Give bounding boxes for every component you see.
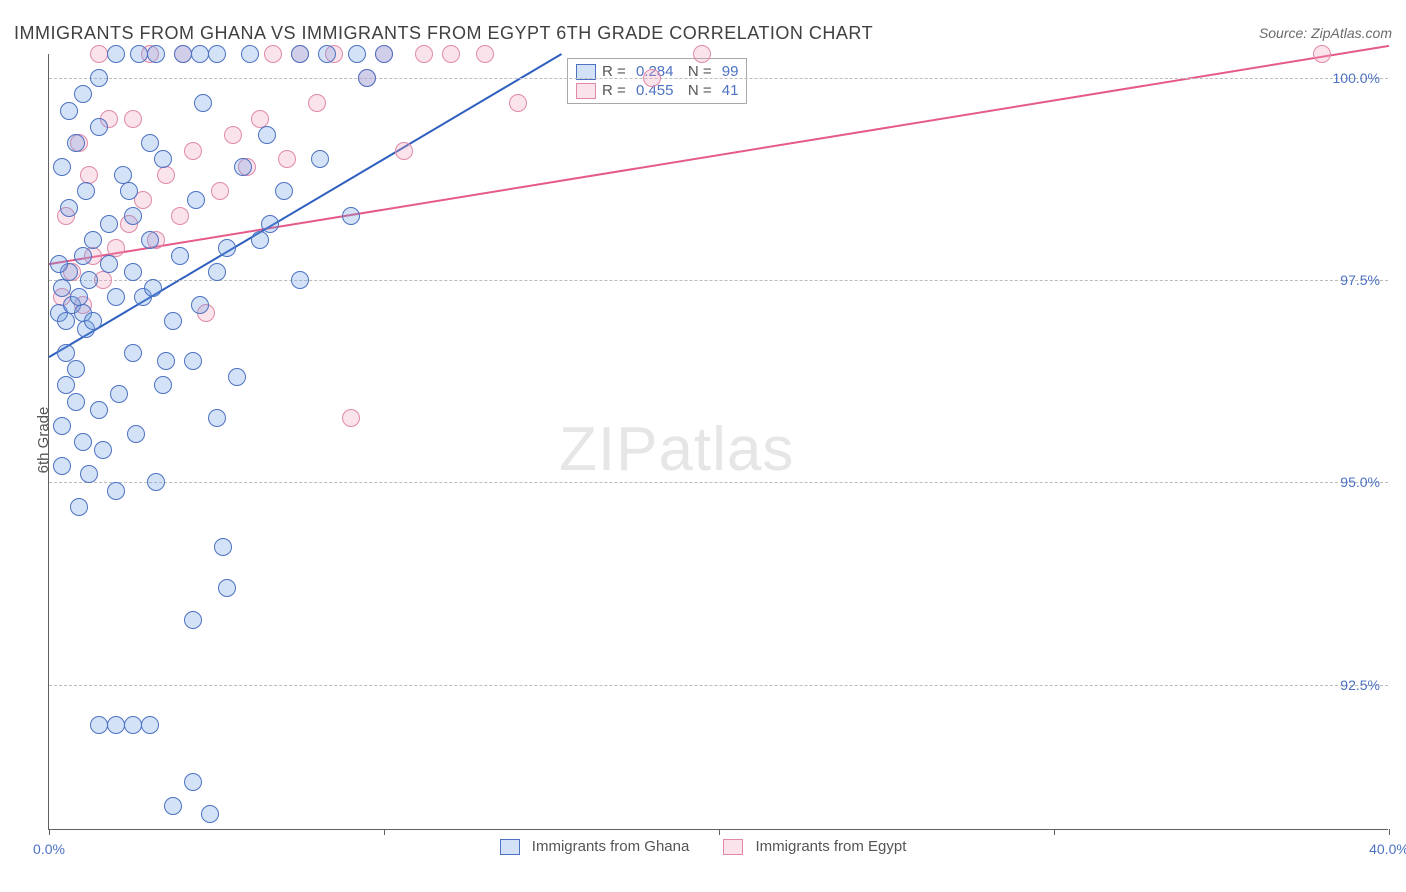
point-ghana <box>70 498 88 516</box>
point-ghana <box>94 441 112 459</box>
point-ghana <box>194 94 212 112</box>
point-ghana <box>342 207 360 225</box>
point-egypt <box>342 409 360 427</box>
point-ghana <box>57 312 75 330</box>
point-ghana <box>90 401 108 419</box>
point-egypt <box>308 94 326 112</box>
point-egypt <box>224 126 242 144</box>
chart-title: IMMIGRANTS FROM GHANA VS IMMIGRANTS FROM… <box>14 23 873 44</box>
x-tick <box>49 829 50 835</box>
point-ghana <box>275 182 293 200</box>
x-tick <box>384 829 385 835</box>
y-tick-label: 95.0% <box>1340 474 1380 490</box>
y-tick-label: 92.5% <box>1340 677 1380 693</box>
point-ghana <box>60 199 78 217</box>
point-ghana <box>208 263 226 281</box>
point-ghana <box>74 85 92 103</box>
x-tick <box>1054 829 1055 835</box>
point-ghana <box>164 312 182 330</box>
point-ghana <box>251 231 269 249</box>
point-ghana <box>261 215 279 233</box>
point-egypt <box>171 207 189 225</box>
point-ghana <box>84 231 102 249</box>
point-ghana <box>57 344 75 362</box>
x-tick <box>719 829 720 835</box>
gridline <box>49 685 1388 686</box>
point-ghana <box>184 773 202 791</box>
point-ghana <box>67 360 85 378</box>
point-ghana <box>187 191 205 209</box>
point-ghana <box>258 126 276 144</box>
point-ghana <box>127 425 145 443</box>
point-egypt <box>124 110 142 128</box>
point-ghana <box>124 207 142 225</box>
gridline <box>49 280 1388 281</box>
scatter-plot: ZIPatlas R = 0.284 N = 99 R = 0.455 N = … <box>48 54 1388 830</box>
point-ghana <box>218 239 236 257</box>
source-label: Source: ZipAtlas.com <box>1259 25 1392 41</box>
point-ghana <box>218 579 236 597</box>
point-ghana <box>107 288 125 306</box>
point-ghana <box>90 118 108 136</box>
gridline <box>49 482 1388 483</box>
point-ghana <box>191 296 209 314</box>
point-ghana <box>107 716 125 734</box>
point-egypt <box>509 94 527 112</box>
point-ghana <box>67 393 85 411</box>
point-ghana <box>208 45 226 63</box>
point-ghana <box>241 45 259 63</box>
point-ghana <box>70 288 88 306</box>
point-ghana <box>67 134 85 152</box>
legend-item-egypt: Immigrants from Egypt <box>723 838 906 855</box>
point-egypt <box>442 45 460 63</box>
point-ghana <box>124 263 142 281</box>
legend-item-ghana: Immigrants from Ghana <box>500 838 690 855</box>
point-ghana <box>60 102 78 120</box>
point-ghana <box>84 312 102 330</box>
point-ghana <box>74 433 92 451</box>
point-ghana <box>107 482 125 500</box>
point-ghana <box>154 150 172 168</box>
bottom-legend: Immigrants from Ghana Immigrants from Eg… <box>0 838 1406 855</box>
legend-swatch-egypt-icon <box>723 839 743 855</box>
point-ghana <box>228 368 246 386</box>
point-ghana <box>141 716 159 734</box>
point-ghana <box>141 134 159 152</box>
point-ghana <box>74 247 92 265</box>
point-egypt <box>278 150 296 168</box>
point-ghana <box>184 611 202 629</box>
point-egypt <box>395 142 413 160</box>
point-ghana <box>208 409 226 427</box>
point-ghana <box>124 344 142 362</box>
point-egypt <box>251 110 269 128</box>
point-ghana <box>100 215 118 233</box>
point-ghana <box>164 797 182 815</box>
point-ghana <box>201 805 219 823</box>
y-tick-label: 100.0% <box>1333 70 1380 86</box>
point-ghana <box>110 385 128 403</box>
point-egypt <box>476 45 494 63</box>
point-ghana <box>375 45 393 63</box>
point-ghana <box>124 716 142 734</box>
legend-swatch-ghana-icon <box>500 839 520 855</box>
point-ghana <box>141 231 159 249</box>
point-ghana <box>174 45 192 63</box>
y-tick-label: 97.5% <box>1340 272 1380 288</box>
gridline <box>49 78 1388 79</box>
point-ghana <box>318 45 336 63</box>
x-tick <box>1389 829 1390 835</box>
point-ghana <box>171 247 189 265</box>
point-egypt <box>184 142 202 160</box>
point-ghana <box>191 45 209 63</box>
point-egypt <box>1313 45 1331 63</box>
point-ghana <box>107 45 125 63</box>
